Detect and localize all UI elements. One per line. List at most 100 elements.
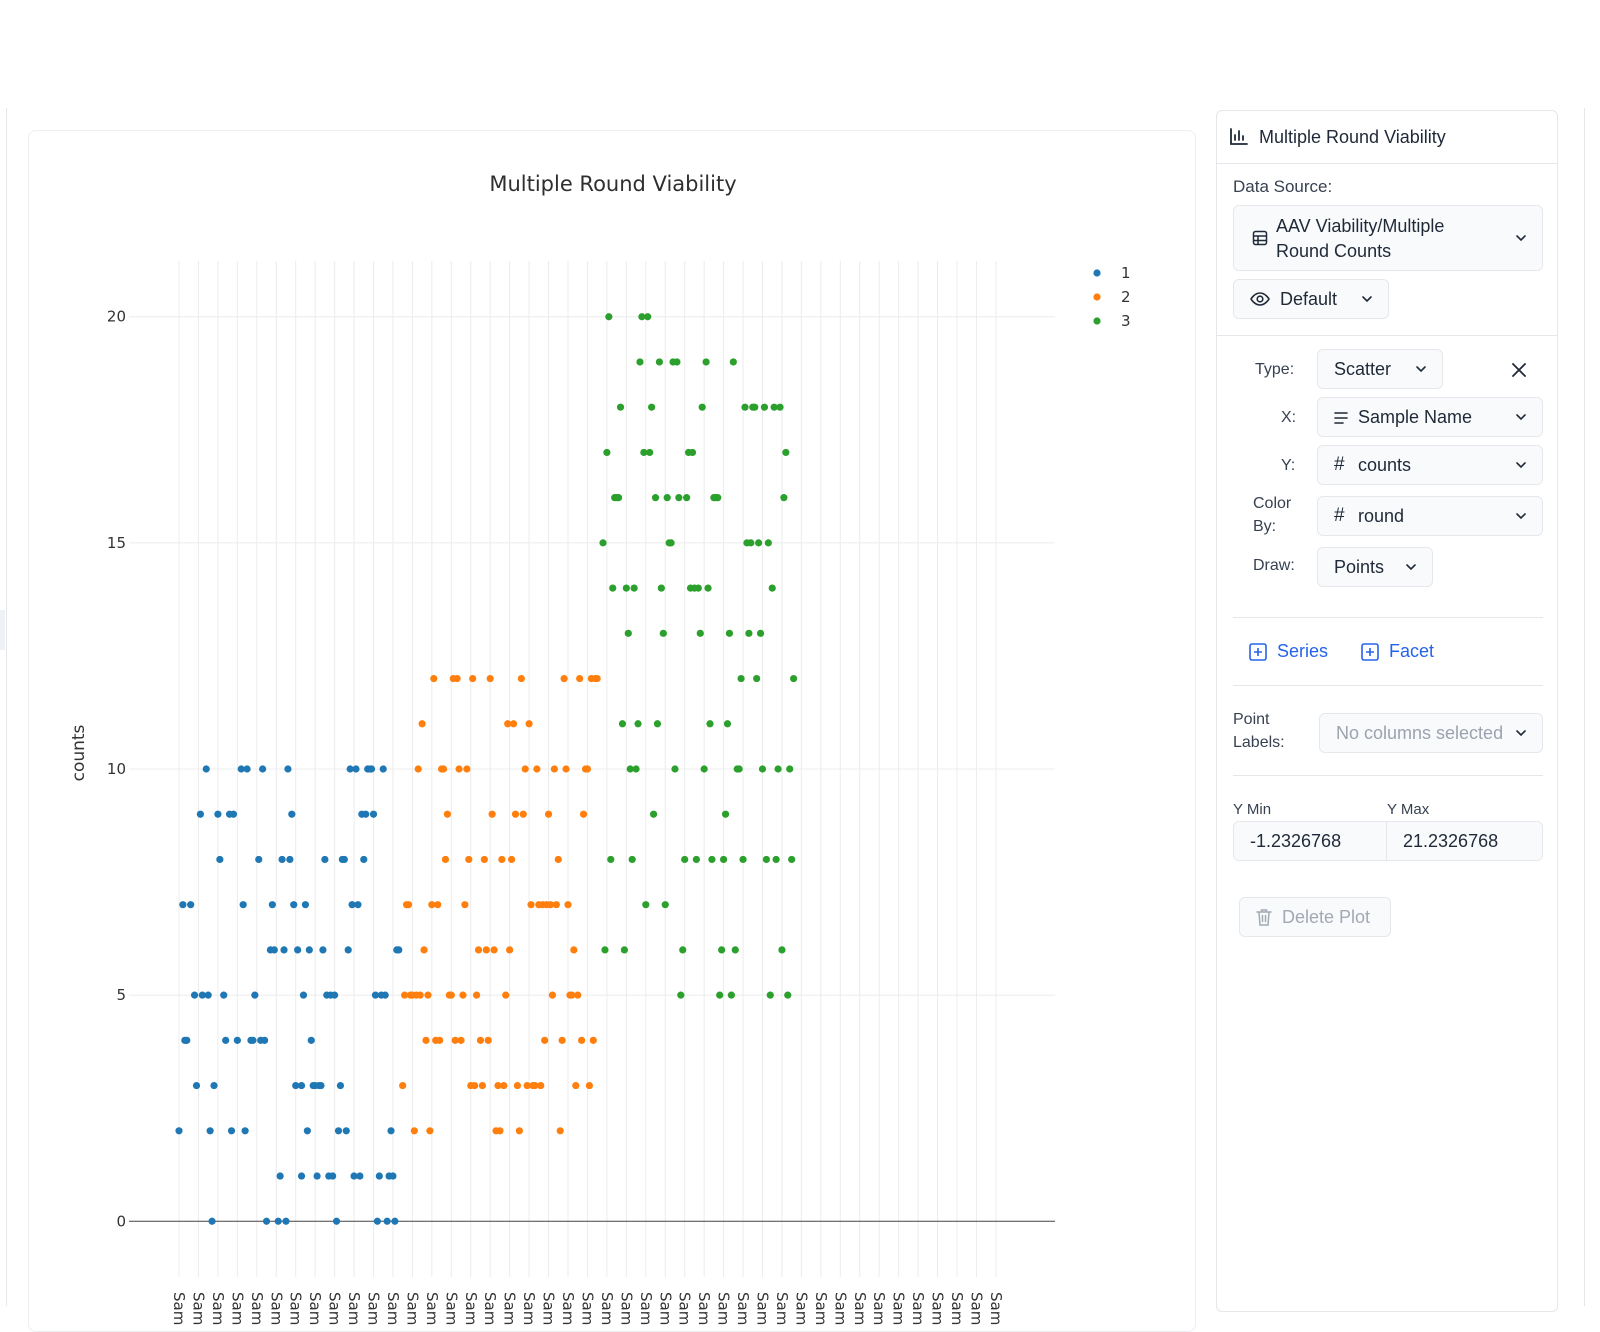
data-point-round-1 (210, 1081, 218, 1090)
legend-marker (1093, 269, 1101, 277)
data-point-round-2 (399, 1081, 407, 1090)
data-point-round-2 (422, 1036, 430, 1044)
data-point-round-2 (465, 855, 473, 864)
x-tick-label: Sam (617, 1292, 635, 1325)
view-select[interactable]: Default (1233, 279, 1389, 319)
data-point-round-3 (603, 448, 611, 457)
data-point-round-3 (644, 313, 652, 321)
view-value: Default (1280, 288, 1338, 309)
x-tick-label: Sam (209, 1292, 227, 1325)
chevron-down-icon (1514, 726, 1528, 740)
data-point-round-3 (649, 810, 658, 818)
draw-label: Draw: (1253, 557, 1295, 574)
x-tick-label: Sam (442, 1292, 460, 1325)
data-source-value-line2: Round Counts (1276, 241, 1392, 261)
data-point-round-2 (434, 901, 442, 909)
data-point-round-1 (348, 901, 356, 909)
type-select[interactable]: Scatter (1317, 349, 1443, 389)
data-point-round-2 (564, 901, 572, 909)
x-tick-label: Sam (909, 1292, 927, 1325)
section-divider (1217, 335, 1557, 336)
add-series-button[interactable]: Series (1249, 641, 1328, 662)
data-point-round-3 (688, 448, 697, 457)
text-column-icon (1334, 411, 1348, 425)
x-tick-label: Sam (326, 1292, 344, 1325)
x-tick-label: Sam (637, 1292, 655, 1325)
data-point-round-3 (673, 358, 681, 366)
close-icon[interactable] (1511, 362, 1527, 378)
y-max-input[interactable] (1387, 821, 1543, 861)
data-point-round-3 (739, 855, 747, 864)
chevron-down-icon (1414, 362, 1428, 376)
data-point-round-3 (790, 674, 798, 683)
legend-label: 2 (1121, 288, 1131, 306)
data-point-round-3 (679, 946, 687, 954)
data-point-round-1 (284, 765, 292, 773)
data-point-round-2 (572, 1081, 580, 1090)
y-tick-labels: 0 5 10 15 20 (107, 308, 126, 1231)
data-point-round-2 (570, 946, 578, 954)
data-point-round-3 (661, 901, 669, 909)
number-column-icon: # (1334, 454, 1345, 475)
x-tick-label: Sam (306, 1292, 324, 1325)
right-pane-border (1584, 108, 1585, 1306)
left-pane-border (6, 108, 7, 1306)
data-point-round-1 (198, 991, 206, 999)
data-point-round-1 (255, 855, 263, 864)
data-point-round-1 (282, 1217, 290, 1225)
data-point-round-1 (297, 1081, 306, 1090)
y-select[interactable]: # counts (1317, 445, 1543, 485)
color-by-label-line2: By: (1253, 518, 1277, 535)
data-source-select[interactable]: AAV Viability/Multiple Round Counts (1233, 205, 1543, 271)
x-tick-label: Sam (812, 1292, 830, 1325)
data-point-round-2 (416, 991, 424, 999)
data-point-round-3 (723, 720, 732, 728)
data-point-round-3 (788, 855, 796, 864)
data-point-round-1 (288, 810, 296, 818)
data-point-round-2 (519, 810, 527, 818)
x-select[interactable]: Sample Name (1317, 397, 1543, 437)
data-point-round-2 (428, 901, 436, 909)
data-point-round-1 (375, 1172, 383, 1180)
data-point-round-1 (241, 1127, 249, 1135)
data-point-round-2 (533, 765, 541, 773)
data-point-round-3 (720, 855, 728, 864)
chevron-down-icon (1404, 560, 1418, 574)
data-point-round-2 (502, 991, 510, 999)
x-tick-label: Sam (598, 1292, 616, 1325)
draw-select[interactable]: Points (1317, 547, 1433, 587)
data-point-round-1 (391, 1217, 399, 1225)
x-tick-label: Sam (462, 1292, 480, 1325)
data-point-round-1 (346, 765, 354, 773)
data-point-round-1 (342, 1127, 350, 1135)
y-min-input[interactable] (1233, 821, 1387, 861)
data-point-round-3 (648, 403, 656, 411)
delete-plot-button[interactable]: Delete Plot (1239, 897, 1391, 937)
color-by-select[interactable]: # round (1317, 496, 1543, 536)
data-point-round-1 (336, 1081, 345, 1090)
data-point-round-1 (227, 1127, 236, 1135)
add-facet-button[interactable]: Facet (1361, 641, 1434, 662)
data-point-round-1 (305, 946, 313, 954)
x-tick-label: Sam (578, 1292, 596, 1325)
data-point-round-1 (387, 1127, 395, 1135)
data-point-round-3 (601, 946, 609, 954)
legend[interactable]: 1 2 3 (1093, 264, 1131, 330)
data-point-round-2 (494, 1081, 502, 1090)
data-point-round-1 (290, 901, 298, 909)
data-point-round-3 (706, 720, 714, 728)
data-point-round-3 (708, 855, 716, 864)
data-point-round-3 (721, 810, 730, 818)
data-point-round-2 (488, 810, 496, 818)
data-point-round-3 (770, 403, 778, 411)
data-point-round-2 (568, 991, 576, 999)
point-labels-select[interactable]: No columns selected (1319, 713, 1543, 753)
data-point-round-1 (334, 1127, 343, 1135)
data-point-round-2 (511, 810, 520, 818)
x-tick-label: Sam (540, 1292, 558, 1325)
color-by-value: round (1358, 505, 1405, 526)
y-tick-label: 20 (107, 308, 126, 326)
data-point-round-3 (778, 946, 786, 954)
data-point-round-3 (628, 855, 636, 864)
